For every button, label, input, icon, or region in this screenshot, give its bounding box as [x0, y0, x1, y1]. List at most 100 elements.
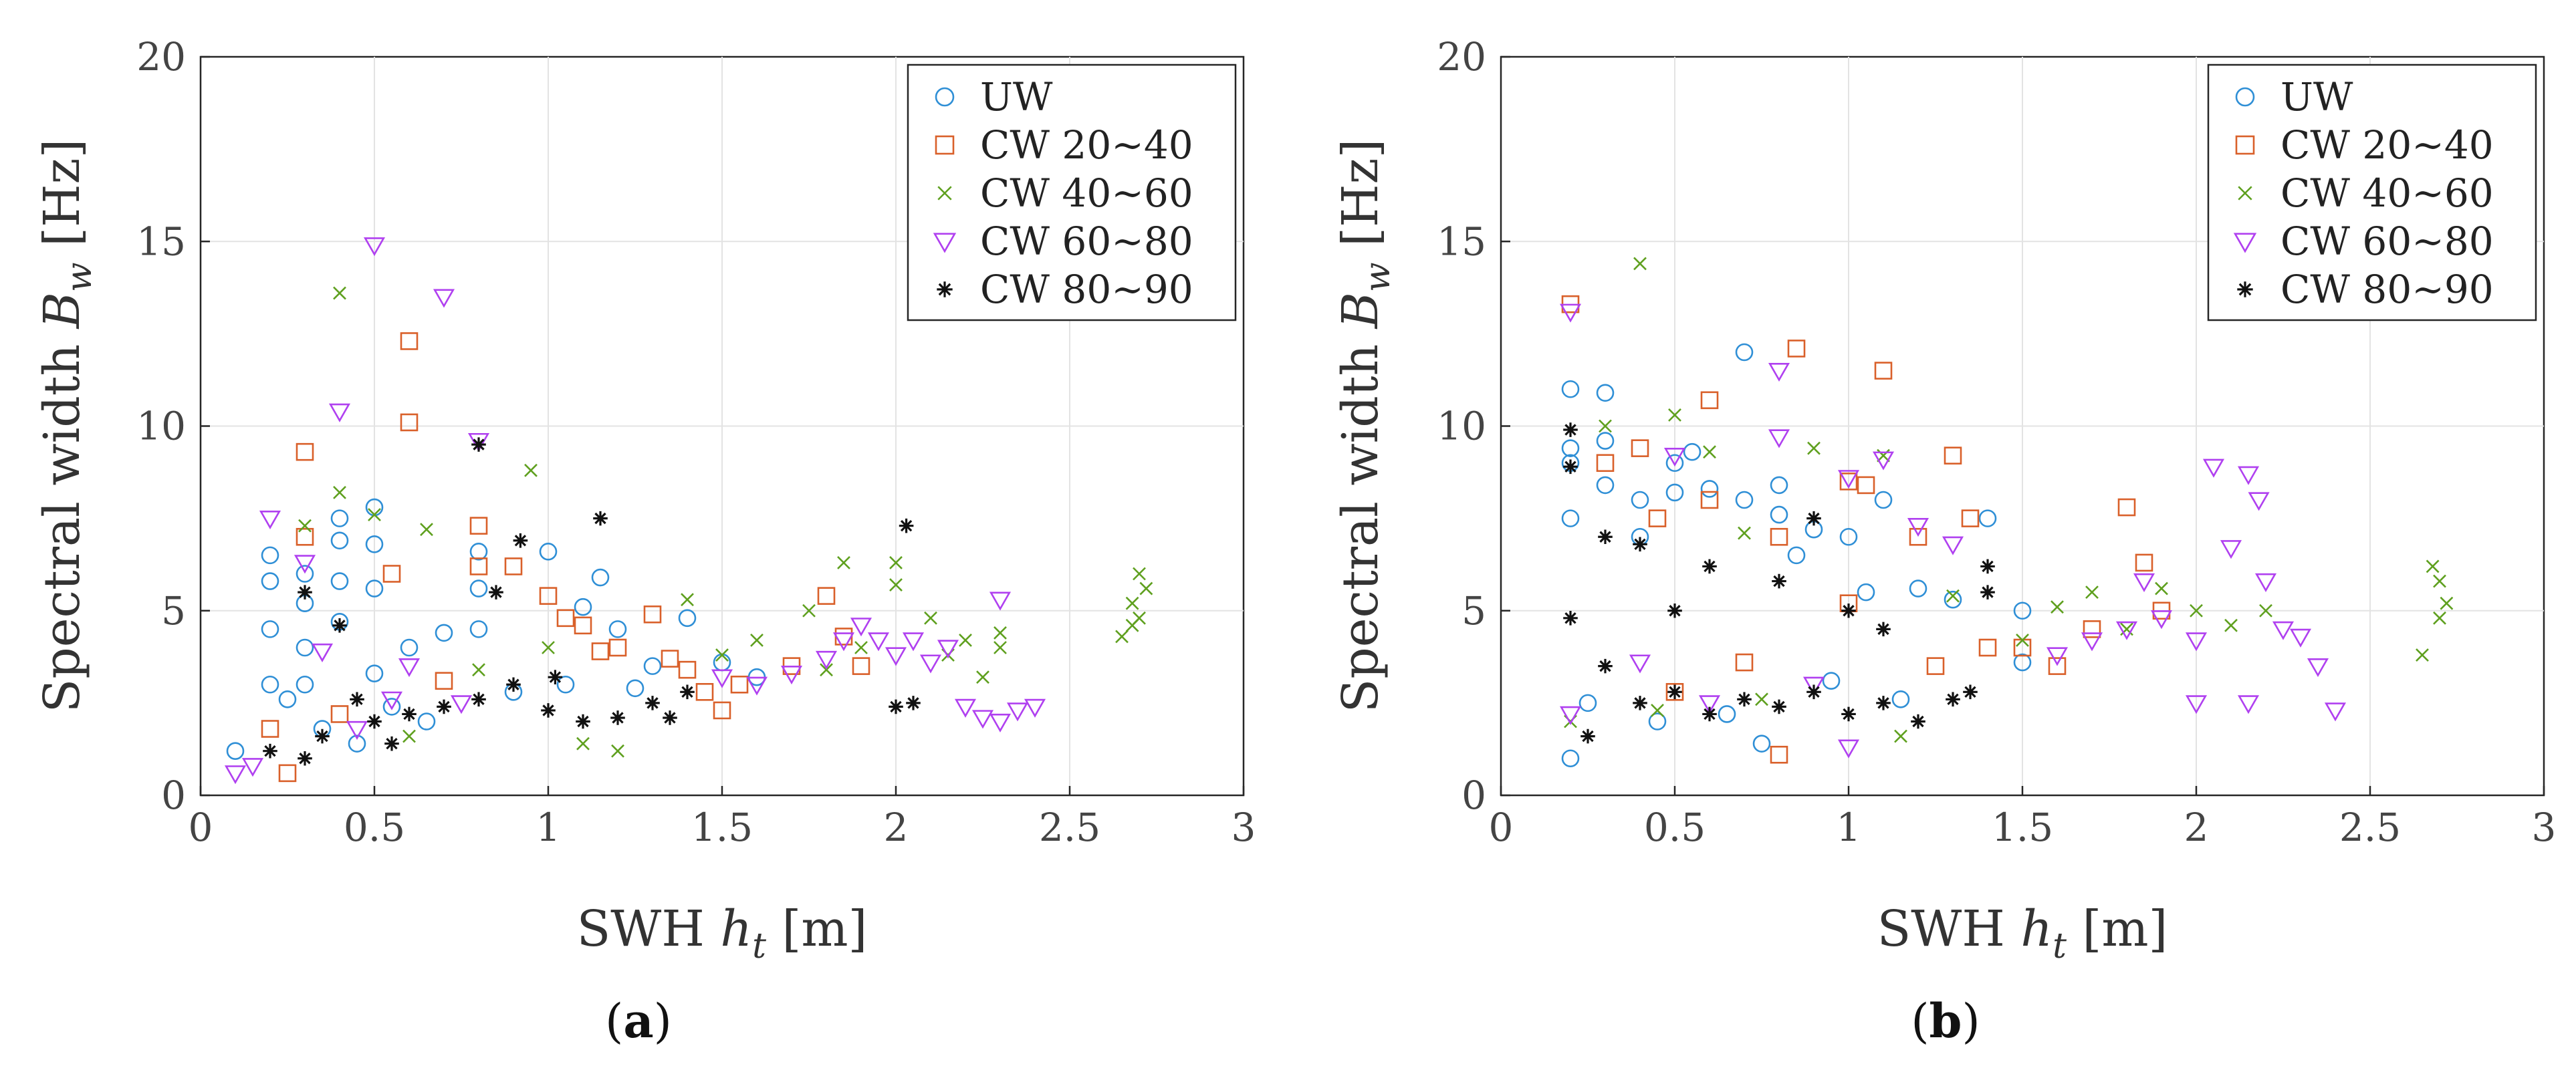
data-point	[1926, 657, 1945, 675]
data-point	[2220, 540, 2242, 559]
data-point	[382, 565, 401, 583]
data-point	[1006, 702, 1029, 722]
x-tick-label: 2.5	[1039, 805, 1100, 850]
data-point	[1559, 706, 1582, 725]
data-point	[365, 664, 384, 682]
data-point	[2324, 702, 2347, 722]
y-tick-label: 5	[1461, 588, 1486, 634]
data-point	[261, 620, 279, 638]
x-tick-label: 1	[536, 805, 561, 850]
data-point	[400, 332, 419, 350]
data-point	[1683, 442, 1702, 461]
legend-entry: UW	[980, 74, 1053, 120]
x-tick-label: 2.5	[2339, 805, 2401, 850]
data-point	[750, 634, 764, 647]
data-point	[1633, 257, 1647, 271]
data-point	[1841, 603, 1856, 618]
data-point	[471, 437, 486, 452]
data-point	[1599, 419, 1612, 433]
data-point	[1909, 527, 1927, 546]
data-point	[1648, 509, 1667, 527]
legend-entry: CW 80~90	[980, 267, 1193, 312]
x-tick-label: 0.5	[1644, 805, 1706, 850]
data-point	[645, 696, 660, 710]
data-point	[937, 640, 959, 659]
data-point	[681, 593, 694, 607]
x-axis-label-b: SWH ht [m]	[1877, 900, 2168, 966]
legend-marker	[935, 87, 955, 107]
data-point	[1700, 480, 1719, 498]
data-point	[1665, 682, 1684, 701]
data-point	[542, 641, 555, 654]
data-point	[1768, 429, 1790, 448]
data-point	[467, 432, 490, 452]
data-point	[450, 695, 473, 714]
data-point	[2013, 602, 2032, 620]
data-point	[902, 632, 925, 652]
data-point	[402, 729, 416, 743]
data-point	[380, 691, 403, 710]
data-point	[1665, 483, 1684, 502]
data-point	[713, 701, 731, 720]
data-point	[1125, 618, 1139, 632]
y-tick-label: 20	[136, 34, 186, 80]
data-point	[1735, 343, 1754, 362]
data-point	[1806, 684, 1821, 700]
y-tick-label: 0	[161, 773, 186, 818]
data-point	[576, 737, 590, 751]
data-point	[469, 543, 488, 561]
data-point	[278, 690, 297, 708]
data-point	[1668, 408, 1681, 422]
data-point	[1807, 441, 1821, 455]
data-point	[367, 714, 382, 729]
data-point	[224, 765, 247, 785]
data-point	[1561, 509, 1580, 527]
data-point	[2202, 458, 2225, 478]
data-point	[1909, 579, 1927, 597]
data-point	[850, 618, 872, 637]
data-point	[1772, 699, 1786, 714]
data-point	[2085, 585, 2099, 599]
data-point	[469, 557, 488, 575]
data-point	[261, 720, 279, 738]
x-tick-label: 2	[2184, 805, 2209, 850]
data-point	[626, 679, 645, 698]
data-point	[2224, 618, 2238, 632]
data-point	[678, 660, 697, 679]
data-point	[539, 587, 558, 605]
y-tick-label: 15	[136, 219, 186, 264]
data-point	[1822, 672, 1841, 690]
data-point	[2120, 622, 2133, 636]
data-point	[1700, 391, 1719, 410]
data-point	[382, 698, 401, 716]
data-point	[574, 616, 592, 635]
data-point	[296, 565, 314, 583]
data-point	[1894, 729, 1907, 743]
x-tick-label: 3	[1232, 805, 1256, 850]
data-point	[993, 641, 1007, 654]
data-point	[1115, 630, 1129, 644]
data-point	[1891, 690, 1910, 708]
data-point	[2155, 581, 2168, 595]
x-tick-label: 1.5	[1992, 805, 2053, 850]
data-point	[350, 692, 364, 707]
legend-entry: CW 40~60	[2280, 170, 2494, 216]
data-point	[954, 698, 977, 718]
data-point	[1839, 473, 1858, 491]
data-point	[2081, 632, 2103, 652]
data-point	[1787, 546, 1806, 565]
data-point	[539, 543, 558, 561]
data-point	[513, 533, 528, 548]
data-point	[854, 641, 868, 654]
data-point	[241, 758, 264, 777]
data-point	[852, 657, 870, 675]
legend-entry: CW 80~90	[2280, 267, 2494, 312]
data-point	[1735, 491, 1754, 509]
data-point	[2289, 628, 2312, 648]
x-tick-label: 1	[1837, 805, 1861, 850]
data-point	[1839, 527, 1858, 546]
data-point	[1872, 451, 1895, 471]
data-point	[730, 675, 749, 694]
data-point	[2416, 648, 2429, 662]
